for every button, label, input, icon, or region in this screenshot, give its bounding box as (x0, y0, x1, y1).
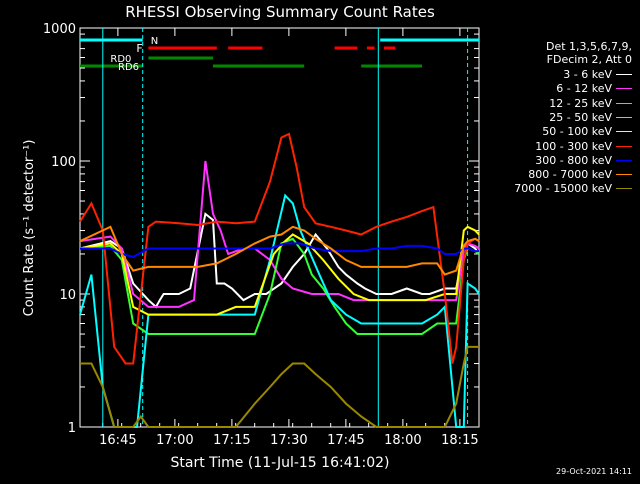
legend-header: Det 1,3,5,6,7,9, FDecim 2, Att 0 (546, 40, 632, 66)
y-tick-label: 1000 (43, 22, 76, 37)
x-tick-label: 18:00 (384, 433, 421, 448)
x-tick-label: 17:30 (270, 433, 307, 448)
legend-swatch (616, 145, 632, 147)
night-flag-label: N (151, 36, 158, 47)
y-tick-label: 1 (68, 421, 76, 436)
legend-entry: 300 - 800 keV (535, 154, 632, 167)
legend-entry: 800 - 7000 keV (528, 168, 632, 181)
y-axis-label: Count Rate (s⁻¹ detector⁻¹) (22, 140, 37, 317)
legend-swatch (616, 102, 632, 104)
legend-entry: 7000 - 15000 keV (514, 182, 632, 195)
legend-swatch (616, 131, 632, 133)
legend-entry-label: 25 - 50 keV (549, 110, 612, 124)
x-tick-label: 17:45 (327, 433, 364, 448)
series-line-5 (79, 225, 480, 316)
legend-entry-label: 50 - 100 keV (542, 125, 612, 139)
legend-entry-label: 6 - 12 keV (556, 82, 612, 96)
y-tick-label: 10 (59, 288, 76, 303)
legend-entry: 50 - 100 keV (542, 125, 632, 138)
legend-swatch (616, 174, 632, 176)
legend-entry-label: 300 - 800 keV (535, 153, 612, 167)
legend-entry: 100 - 300 keV (535, 140, 632, 153)
series-line-7 (80, 242, 479, 258)
series-line-6 (79, 132, 480, 365)
x-tick-label: 17:15 (213, 433, 250, 448)
legend-entry-label: 3 - 6 keV (563, 68, 612, 81)
series-group (79, 132, 480, 428)
rd0-label: RD0 (110, 54, 131, 65)
legend-swatch (616, 188, 632, 190)
x-tick-label: 17:00 (156, 433, 193, 448)
legend-entry: 3 - 6 keV (563, 68, 632, 81)
legend-entry-label: 800 - 7000 keV (528, 168, 612, 182)
series-line-8 (79, 225, 480, 276)
series-line-9 (80, 345, 479, 428)
series-line-4 (79, 193, 480, 428)
legend-swatch (616, 74, 632, 75)
legend-header-line-2: FDecim 2, Att 0 (546, 53, 632, 66)
legend-header-line-1: Det 1,3,5,6,7,9, (545, 40, 632, 53)
chart-title: RHESSI Observing Summary Count Rates (125, 3, 435, 21)
series-line-3 (79, 237, 480, 335)
plot-frame (79, 27, 480, 428)
x-tick-label: 18:15 (441, 433, 478, 448)
legend-entry-label: 7000 - 15000 keV (514, 182, 612, 196)
x-axis-label: Start Time (11-Jul-15 16:41:02) (170, 455, 389, 471)
y-tick-label: 100 (51, 155, 76, 170)
legend-swatch (616, 88, 632, 90)
legend-entry: 6 - 12 keV (556, 82, 632, 95)
legend-entry-label: 100 - 300 keV (535, 139, 612, 153)
series-line-2 (79, 160, 480, 308)
timestamp: 29-Oct-2021 14:11 (556, 467, 632, 476)
legend-entry: 25 - 50 keV (549, 111, 632, 124)
rd6-label: RD6 (118, 62, 139, 73)
x-tick-label: 16:45 (99, 433, 136, 448)
series-line-1 (79, 212, 480, 309)
legend-entry: 12 - 25 keV (549, 97, 632, 110)
flare-flag-label: F (136, 42, 142, 55)
legend-swatch (616, 116, 632, 118)
legend-swatch (616, 159, 632, 161)
axis-ticks: 16:45 17:00 17:15 17:30 17:45 18:00 18:15 1 10 10… (43, 22, 479, 448)
legend-entry-label: 12 - 25 keV (549, 96, 612, 110)
